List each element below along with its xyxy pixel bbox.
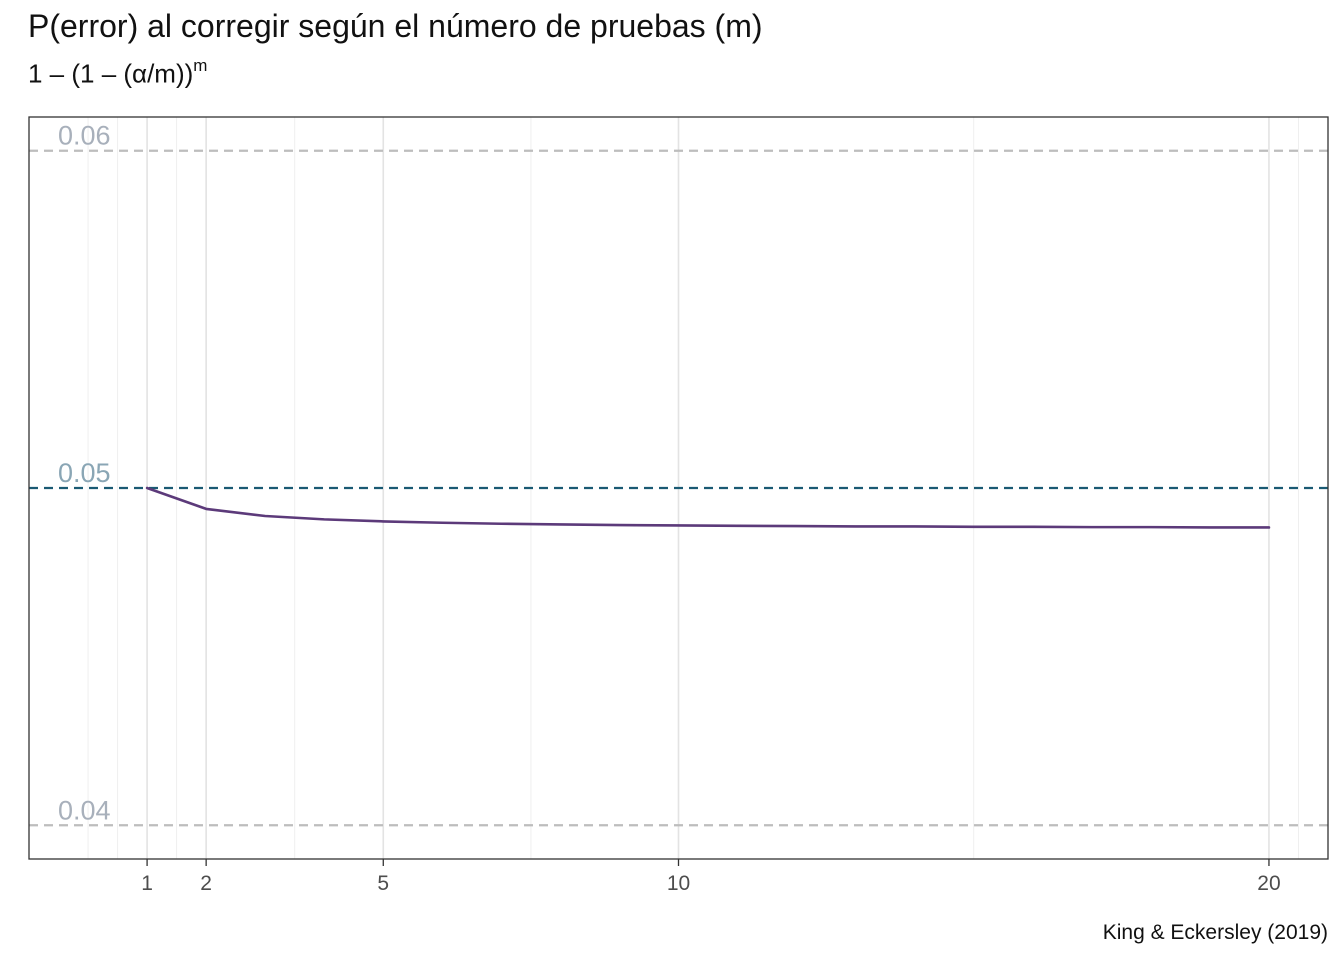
subtitle-exponent: m <box>193 56 208 75</box>
reference-line-label: 0.04 <box>58 795 111 825</box>
x-tick-label: 5 <box>377 872 389 895</box>
x-tick-label: 20 <box>1257 872 1280 895</box>
subtitle-formula: 1 – (1 – (α/m)) <box>28 58 194 89</box>
x-tick-label: 1 <box>141 872 153 895</box>
x-tick-label: 2 <box>200 872 212 895</box>
series-line <box>145 486 1271 529</box>
chart-title: P(error) al corregir según el número de … <box>28 8 763 44</box>
chart-caption: King & Eckersley (2019) <box>1102 921 1328 944</box>
x-tick-label: 10 <box>667 872 690 895</box>
chart-subtitle: 1 – (1 – (α/m))m <box>28 56 208 90</box>
reference-line-label: 0.05 <box>58 458 111 488</box>
reference-line-label: 0.06 <box>58 121 111 151</box>
